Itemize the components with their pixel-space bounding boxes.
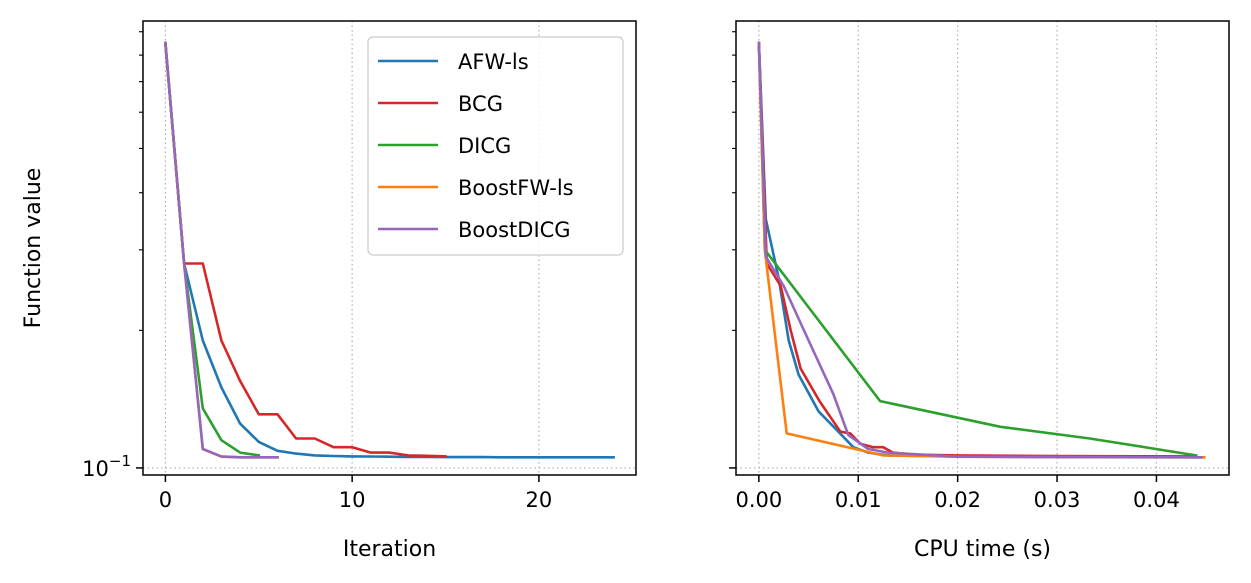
legend-box xyxy=(367,36,624,256)
cpu-time-plot: 0.00 0.01 0.02 0.03 0.04 CPU time (s) xyxy=(729,20,1230,562)
iteration-x-tick-label: 0 xyxy=(159,488,172,512)
legend-label-boostfw-ls: BoostFW-ls xyxy=(458,176,574,200)
y-tick-label: 10−1 xyxy=(82,452,131,481)
cpu-time-grid xyxy=(736,21,1229,475)
cpu-time-series-lines xyxy=(757,41,1206,459)
iteration-x-tick-label: 10 xyxy=(339,488,366,512)
cpu-time-axes-frame xyxy=(735,20,1230,476)
cpu-time-x-tick-label: 0.02 xyxy=(934,488,981,512)
legend-label-boostdicg: BoostDICG xyxy=(458,218,571,242)
iteration-series-lines xyxy=(163,41,615,459)
cpu-time-line-boostdicg xyxy=(757,41,1203,459)
iteration-line-bcg xyxy=(163,41,447,458)
iteration-x-axis-label: Iteration xyxy=(343,537,436,562)
iteration-line-afw-ls xyxy=(163,41,615,459)
legend-label-afw-ls: AFW-ls xyxy=(458,50,529,74)
iteration-grid xyxy=(143,21,636,475)
cpu-time-x-axis-label: CPU time (s) xyxy=(914,537,1051,562)
iteration-axes-frame xyxy=(142,20,637,476)
cpu-time-ticks: 0.00 0.01 0.02 0.03 0.04 xyxy=(729,31,1180,512)
iteration-x-tick-label: 20 xyxy=(526,488,553,512)
iteration-line-boostdicg xyxy=(163,41,279,459)
y-axis-label: Function value xyxy=(21,168,46,329)
cpu-time-x-tick-label: 0.04 xyxy=(1133,488,1180,512)
cpu-time-x-tick-label: 0.03 xyxy=(1034,488,1081,512)
legend-label-bcg: BCG xyxy=(458,92,503,116)
cpu-time-x-tick-label: 0.01 xyxy=(835,488,882,512)
cpu-time-x-tick-label: 0.00 xyxy=(735,488,782,512)
legend-label-dicg: DICG xyxy=(458,134,511,158)
y-tick-exponent: −1 xyxy=(109,452,131,470)
y-tick-base: 10 xyxy=(82,457,109,481)
legend: AFW-ls BCG DICG BoostFW-ls BoostDICG xyxy=(367,36,624,256)
